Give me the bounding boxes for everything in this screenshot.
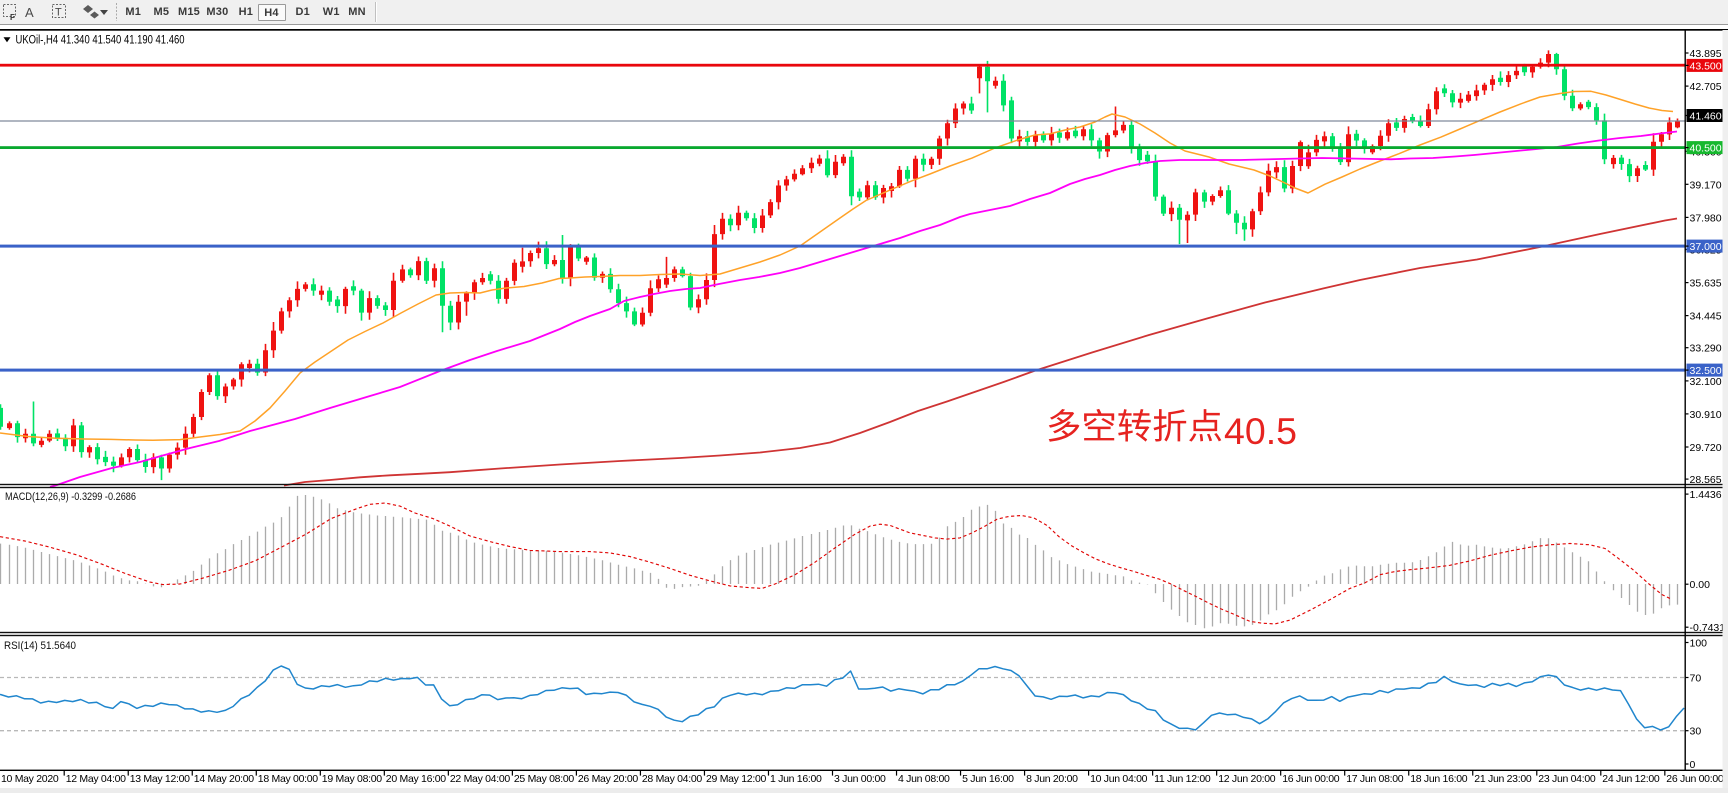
svg-text:70: 70 [1690, 673, 1702, 685]
svg-text:23 Jun 04:00: 23 Jun 04:00 [1538, 773, 1596, 785]
svg-text:28.565: 28.565 [1690, 474, 1722, 486]
svg-text:22 May 04:00: 22 May 04:00 [450, 773, 510, 785]
svg-text:29.720: 29.720 [1690, 442, 1722, 454]
svg-text:0.00: 0.00 [1690, 579, 1711, 591]
svg-text:T: T [55, 7, 62, 19]
svg-text:-0.7431: -0.7431 [1690, 622, 1726, 634]
svg-text:3 Jun 00:00: 3 Jun 00:00 [834, 773, 886, 785]
svg-text:1.4436: 1.4436 [1690, 489, 1722, 501]
svg-text:33.290: 33.290 [1690, 343, 1722, 355]
svg-text:41.460: 41.460 [1690, 110, 1722, 122]
svg-text:30.910: 30.910 [1690, 409, 1722, 421]
svg-text:4 Jun 08:00: 4 Jun 08:00 [898, 773, 950, 785]
svg-text:F: F [10, 13, 15, 22]
svg-text:12 Jun 20:00: 12 Jun 20:00 [1218, 773, 1276, 785]
svg-text:20 May 16:00: 20 May 16:00 [386, 773, 446, 785]
svg-text:19 May 08:00: 19 May 08:00 [322, 773, 382, 785]
svg-text:16 Jun 00:00: 16 Jun 00:00 [1282, 773, 1340, 785]
svg-text:26 May 20:00: 26 May 20:00 [578, 773, 638, 785]
svg-text:24 Jun 12:00: 24 Jun 12:00 [1602, 773, 1660, 785]
svg-text:18 Jun 16:00: 18 Jun 16:00 [1410, 773, 1468, 785]
svg-text:21 Jun 23:00: 21 Jun 23:00 [1474, 773, 1532, 785]
svg-text:UKOil-,H4 41.340 41.540 41.19: UKOil-,H4 41.340 41.540 41.190 41.460 [16, 35, 185, 47]
svg-text:43.500: 43.500 [1690, 60, 1722, 72]
svg-text:18 May 00:00: 18 May 00:00 [258, 773, 318, 785]
svg-text:10 Jun 04:00: 10 Jun 04:00 [1090, 773, 1148, 785]
svg-text:8 Jun 20:00: 8 Jun 20:00 [1026, 773, 1078, 785]
svg-text:43.895: 43.895 [1690, 48, 1722, 60]
svg-text:35.635: 35.635 [1690, 278, 1722, 290]
svg-text:28 May 04:00: 28 May 04:00 [642, 773, 702, 785]
svg-text:12 May 04:00: 12 May 04:00 [66, 773, 126, 785]
svg-text:37.980: 37.980 [1690, 212, 1722, 224]
svg-text:13 May 12:00: 13 May 12:00 [130, 773, 190, 785]
svg-text:30: 30 [1690, 726, 1702, 738]
svg-text:37.000: 37.000 [1690, 241, 1722, 253]
svg-text:39.170: 39.170 [1690, 179, 1722, 191]
svg-text:14 May 20:00: 14 May 20:00 [194, 773, 254, 785]
svg-text:32.500: 32.500 [1690, 365, 1722, 377]
svg-text:40.500: 40.500 [1690, 143, 1722, 155]
svg-text:40.5: 40.5 [1224, 410, 1297, 452]
svg-text:0: 0 [1690, 759, 1696, 771]
svg-text:10 May 2020: 10 May 2020 [1, 773, 59, 785]
svg-text:MACD(12,26,9) -0.3299 -0.2686: MACD(12,26,9) -0.3299 -0.2686 [5, 491, 136, 503]
svg-text:100: 100 [1690, 638, 1708, 650]
svg-text:34.445: 34.445 [1690, 311, 1722, 323]
svg-text:17 Jun 08:00: 17 Jun 08:00 [1346, 773, 1404, 785]
svg-text:1 Jun 16:00: 1 Jun 16:00 [770, 773, 822, 785]
svg-text:29 May 12:00: 29 May 12:00 [706, 773, 766, 785]
svg-text:25 May 08:00: 25 May 08:00 [514, 773, 574, 785]
svg-text:26 Jun 00:00: 26 Jun 00:00 [1666, 773, 1724, 785]
svg-text:RSI(14) 51.5640: RSI(14) 51.5640 [4, 640, 76, 652]
svg-text:42.705: 42.705 [1690, 81, 1722, 93]
svg-text:32.100: 32.100 [1690, 376, 1722, 388]
svg-text:A: A [25, 5, 34, 20]
svg-text:11 Jun 12:00: 11 Jun 12:00 [1154, 773, 1211, 785]
svg-text:5 Jun 16:00: 5 Jun 16:00 [962, 773, 1014, 785]
